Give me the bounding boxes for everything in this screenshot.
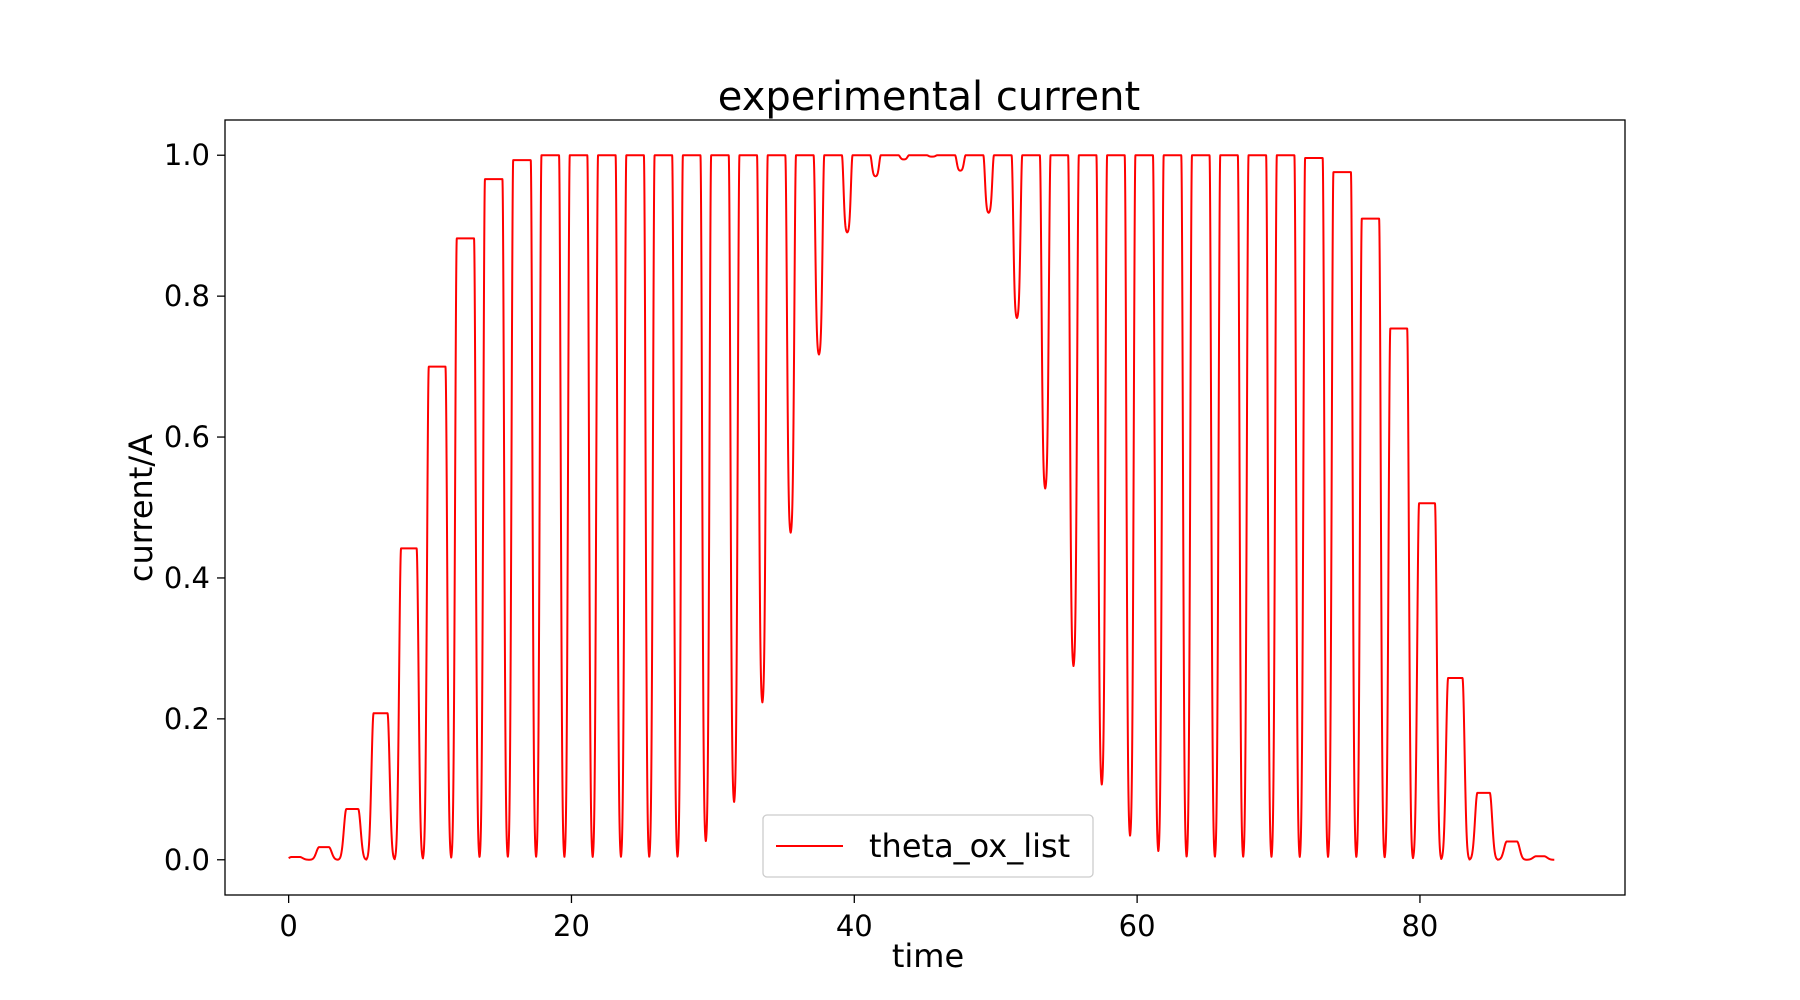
x-tick-label: 20 xyxy=(553,909,590,943)
y-tick-label: 0.6 xyxy=(164,420,210,454)
series-line-theta-ox-list xyxy=(287,154,1556,861)
x-tick-label: 40 xyxy=(836,909,873,943)
legend-box xyxy=(762,814,1094,878)
y-axis-label: current/A xyxy=(122,434,160,582)
x-axis-label: time xyxy=(892,937,964,975)
y-tick-label: 1.0 xyxy=(164,138,210,172)
x-tick-label: 0 xyxy=(279,909,297,943)
legend: theta_ox_list xyxy=(762,814,1094,878)
y-axis: 0.0 0.2 0.4 0.6 0.8 1.0 xyxy=(164,138,225,877)
legend-label: theta_ox_list xyxy=(869,827,1070,865)
plot-area xyxy=(224,119,1626,896)
y-tick-label: 0.4 xyxy=(164,561,210,595)
x-tick-label: 60 xyxy=(1119,909,1156,943)
x-axis: 0 20 40 60 80 xyxy=(279,895,1438,943)
y-tick-label: 0.2 xyxy=(164,702,210,736)
x-tick-label: 80 xyxy=(1401,909,1438,943)
y-tick-label: 0.8 xyxy=(164,279,210,313)
chart-title: experimental current xyxy=(718,74,1140,120)
y-tick-label: 0.0 xyxy=(164,843,210,877)
